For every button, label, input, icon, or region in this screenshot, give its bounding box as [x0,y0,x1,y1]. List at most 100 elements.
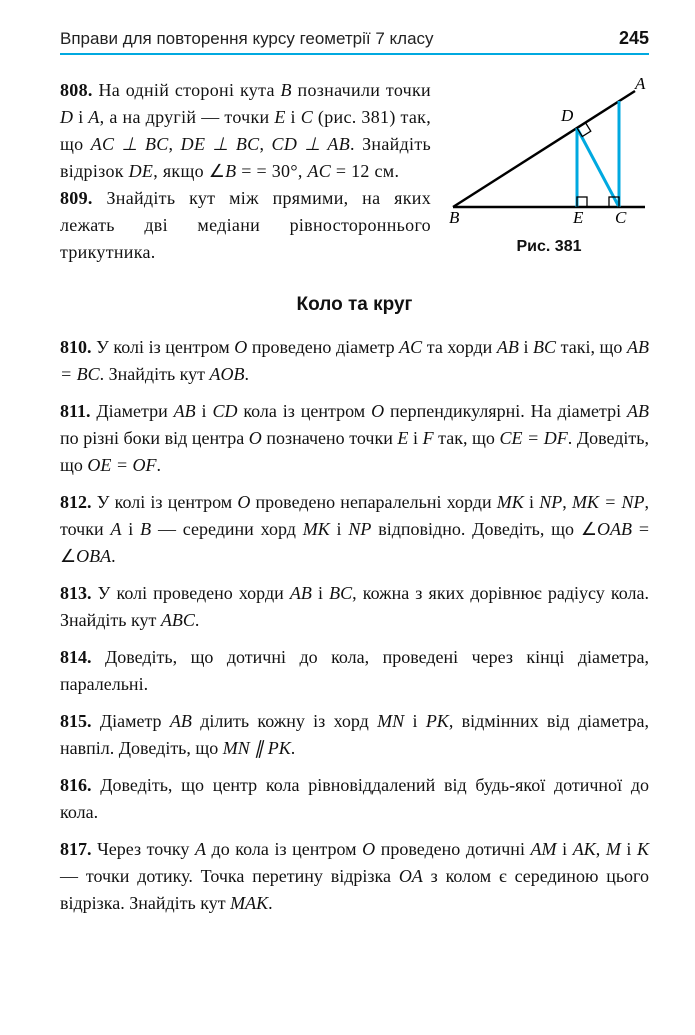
text: , а на другій — точки [100,107,275,127]
var: O [237,492,250,512]
text: У колі із центром [92,492,238,512]
text: Діаметр [92,711,170,731]
var: K [637,839,649,859]
text: . [195,610,200,630]
text: проведено діаметр [247,337,399,357]
text: У колі проведено хорди [92,583,290,603]
text: такі, що [556,337,627,357]
problem-number: 808. [60,80,93,100]
var: OAB [597,519,632,539]
var: M [606,839,621,859]
label-E: E [572,208,584,227]
text: і [73,107,88,127]
text: , [259,134,271,154]
text: . [268,893,273,913]
problem-808-text: 808. На одній стороні кута B по­значили … [60,77,431,266]
problem-812: 812. У колі із центром O проведено непар… [60,489,649,570]
var: B [225,161,236,181]
text: Знайдіть кут між прямими, на яких лежать… [60,188,431,262]
text: . Знайдіть кут [100,364,210,384]
var: F [423,428,434,448]
text: по­значили точки [292,80,431,100]
var: D [60,107,73,127]
expr: AC [307,161,331,181]
text: і [404,711,426,731]
expr: CE = DF [499,428,567,448]
text: = 12 см. [331,161,399,181]
label-C: C [615,208,627,227]
text: , [169,134,181,154]
var: A [110,519,121,539]
var: AB [290,583,312,603]
problem-number: 809. [60,188,93,208]
text: — точки дотику. Точка пере­тину відрізка [60,866,399,886]
text: У колі із центром [92,337,235,357]
label-D: D [560,106,574,125]
var: AK [573,839,596,859]
text: позначено точки [262,428,398,448]
problem-number: 810. [60,337,92,357]
var: C [301,107,313,127]
text: Доведіть, що центр кола рівновіддалений … [60,775,649,822]
var: E [397,428,408,448]
var: B [140,519,151,539]
var: O [371,401,384,421]
var: MN [377,711,404,731]
var: ABC [161,610,195,630]
problem-number: 813. [60,583,92,603]
text: . [157,455,162,475]
text: і [312,583,329,603]
figure-381-svg: A B C D E [449,77,649,227]
text: і [621,839,637,859]
text: проведено дотичні [375,839,530,859]
var: AB [627,401,649,421]
page: Вправи для повторення курсу геометрії 7 … [0,0,695,955]
page-number: 245 [619,28,649,49]
text: до кола із центром [206,839,362,859]
problem-number: 814. [60,647,92,667]
var: B [280,80,291,100]
problem-number: 811. [60,401,91,421]
var: O [234,337,247,357]
text: і [524,492,539,512]
text: На одній стороні кута [98,80,280,100]
problem-810: 810. У колі із центром O проведено діаме… [60,334,649,388]
var: O [249,428,262,448]
figure-caption: Рис. 381 [449,238,649,256]
expr: MN ∥ PK [223,738,291,758]
var: OA [399,866,423,886]
var: NP [348,519,371,539]
text: перпенди­кулярні. На діаметрі [384,401,627,421]
var: O [362,839,375,859]
problem-808-block: 808. На одній стороні кута B по­значили … [60,77,649,276]
text: відповідно. Доведіть, що ∠ [371,519,597,539]
text: і [408,428,422,448]
var: NP [539,492,562,512]
text: і [196,401,213,421]
problem-817: 817. Через точку A до кола із центром O … [60,836,649,917]
var: DE [129,161,154,181]
var: AB [497,337,519,357]
text: = = 30°, [236,161,307,181]
text: і [557,839,573,859]
expr: AC ⊥ BC [91,134,169,154]
text: та хорди [422,337,497,357]
text: , [562,492,572,512]
text: , [596,839,606,859]
page-header: Вправи для повторення курсу геометрії 7 … [60,28,649,55]
text: ділить кожну із хорд [192,711,377,731]
problem-number: 816. [60,775,92,795]
var: CD [212,401,237,421]
problem-811: 811. Діаметри AB і CD кола із центром O … [60,398,649,479]
text: . [291,738,296,758]
problem-number: 815. [60,711,92,731]
problem-number: 812. [60,492,92,512]
var: MAK [230,893,268,913]
var: E [274,107,285,127]
header-title: Вправи для повторення курсу геометрії 7 … [60,29,434,49]
problem-813: 813. У колі проведено хорди AB і BC, кож… [60,580,649,634]
text: і [519,337,533,357]
text: і [330,519,349,539]
problem-number: 817. [60,839,92,859]
var: MK [497,492,524,512]
